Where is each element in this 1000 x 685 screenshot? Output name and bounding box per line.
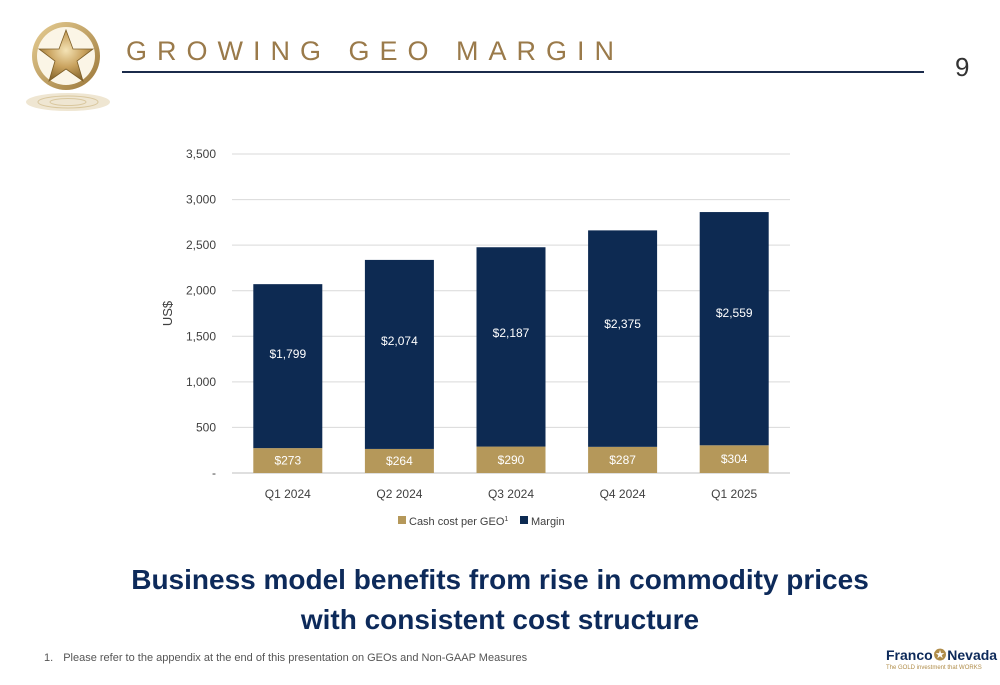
data-label-margin: $1,799 <box>269 347 306 361</box>
bar-margin <box>476 247 546 447</box>
data-label-cash-cost: $304 <box>721 452 748 466</box>
legend-label-cash-cost: Cash cost per GEO1 <box>409 516 508 528</box>
data-label-margin: $2,187 <box>493 326 530 340</box>
x-tick-label: Q2 2024 <box>376 487 422 501</box>
y-tick-label: 3,000 <box>186 193 216 207</box>
brand-name-left: Franco <box>886 647 933 663</box>
stacked-bar-chart: - 500 1,000 1,500 2,000 2,500 3,000 3,500 US$ $27… <box>160 147 790 528</box>
brand-name-right: Nevada <box>947 647 998 663</box>
y-tick-label: 1,500 <box>186 329 216 343</box>
data-label-margin: $2,074 <box>381 334 418 348</box>
legend-swatch-margin <box>520 516 528 524</box>
gold-star-logo <box>22 18 114 116</box>
bar-margin <box>364 259 434 449</box>
page-number: 9 <box>955 52 970 82</box>
bar-cash-cost <box>476 446 546 473</box>
y-tick-label: 1,000 <box>186 375 216 389</box>
y-tick-label: 500 <box>196 420 216 434</box>
bar-cash-cost <box>253 448 323 473</box>
slide-title: GROWING GEO MARGIN <box>126 36 625 66</box>
data-label-cash-cost: $287 <box>609 453 636 467</box>
tagline-line-1: Business model benefits from rise in com… <box>131 564 869 595</box>
x-tick-label: Q4 2024 <box>600 487 646 501</box>
footnote: 1. Please refer to the appendix at the en… <box>44 652 527 664</box>
x-tick-label: Q1 2025 <box>711 487 757 501</box>
footnote-number: 1. <box>44 652 54 664</box>
x-tick-label: Q1 2024 <box>265 487 311 501</box>
data-label-cash-cost: $273 <box>274 454 301 468</box>
data-label-margin: $2,559 <box>716 306 753 320</box>
bar-cash-cost <box>588 446 658 473</box>
bar-margin <box>699 212 769 446</box>
x-tick-label: Q3 2024 <box>488 487 534 501</box>
legend-label-margin: Margin <box>531 516 565 528</box>
data-label-cash-cost: $290 <box>498 453 525 467</box>
bar-margin <box>588 230 658 447</box>
y-tick-label: 2,000 <box>186 284 216 298</box>
y-tick-label: 2,500 <box>186 238 216 252</box>
franco-nevada-logo: Franco ✪ Nevada The GOLD investment that W… <box>886 646 997 678</box>
tagline-line-2: with consistent cost structure <box>300 604 700 635</box>
slide-tagline: Business model benefits from rise in com… <box>0 560 1000 640</box>
bar-cash-cost <box>364 448 434 473</box>
legend-swatch-cash-cost <box>398 516 406 524</box>
bar-margin <box>253 284 323 449</box>
y-tick-label: - <box>212 466 216 480</box>
brand-star-icon: ✪ <box>933 647 947 664</box>
data-label-cash-cost: $264 <box>386 454 413 468</box>
y-tick-label: 3,500 <box>186 147 216 161</box>
footnote-text: Please refer to the appendix at the end … <box>63 652 528 664</box>
title-underline <box>122 71 924 73</box>
y-axis-label: US$ <box>160 300 175 326</box>
brand-tagline: The GOLD investment that WORKS <box>886 665 982 671</box>
data-label-margin: $2,375 <box>604 317 641 331</box>
bar-cash-cost <box>699 445 769 473</box>
